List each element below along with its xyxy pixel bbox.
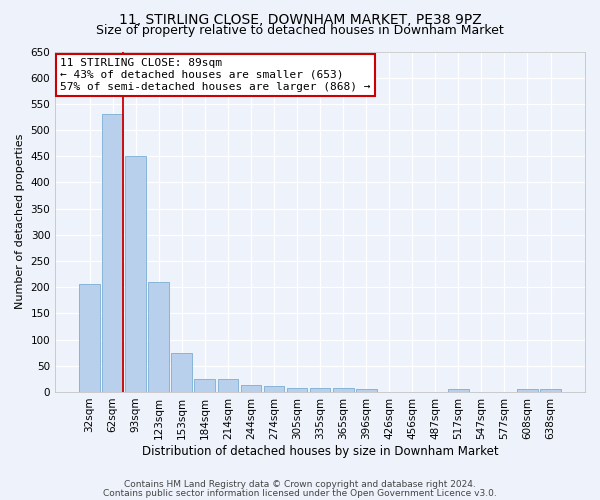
Bar [125,156,146,392]
Bar [148,282,169,392]
Bar [287,388,307,392]
Text: Contains HM Land Registry data © Crown copyright and database right 2024.: Contains HM Land Registry data © Crown c… [124,480,476,489]
Bar [194,379,215,392]
Bar [540,390,561,392]
Text: Size of property relative to detached houses in Downham Market: Size of property relative to detached ho… [96,24,504,37]
Bar [310,388,331,392]
Bar [218,379,238,392]
Bar [79,284,100,392]
Bar [241,384,262,392]
Bar [448,390,469,392]
Text: 11, STIRLING CLOSE, DOWNHAM MARKET, PE38 9PZ: 11, STIRLING CLOSE, DOWNHAM MARKET, PE38… [119,12,481,26]
X-axis label: Distribution of detached houses by size in Downham Market: Distribution of detached houses by size … [142,444,499,458]
Bar [333,388,353,392]
Text: 11 STIRLING CLOSE: 89sqm
← 43% of detached houses are smaller (653)
57% of semi-: 11 STIRLING CLOSE: 89sqm ← 43% of detach… [61,58,371,92]
Bar [517,390,538,392]
Bar [263,386,284,392]
Bar [102,114,123,392]
Bar [356,390,377,392]
Y-axis label: Number of detached properties: Number of detached properties [15,134,25,310]
Bar [172,352,192,392]
Text: Contains public sector information licensed under the Open Government Licence v3: Contains public sector information licen… [103,488,497,498]
